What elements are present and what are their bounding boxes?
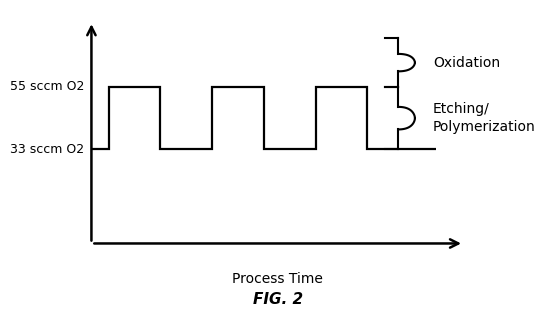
Text: 33 sccm O2: 33 sccm O2: [11, 143, 85, 156]
Text: Oxidation: Oxidation: [433, 55, 500, 70]
Text: 55 sccm O2: 55 sccm O2: [10, 80, 85, 93]
Text: Process Time: Process Time: [232, 272, 323, 286]
Text: FIG. 2: FIG. 2: [253, 292, 302, 307]
Text: Etching/
Polymerization: Etching/ Polymerization: [433, 102, 536, 134]
